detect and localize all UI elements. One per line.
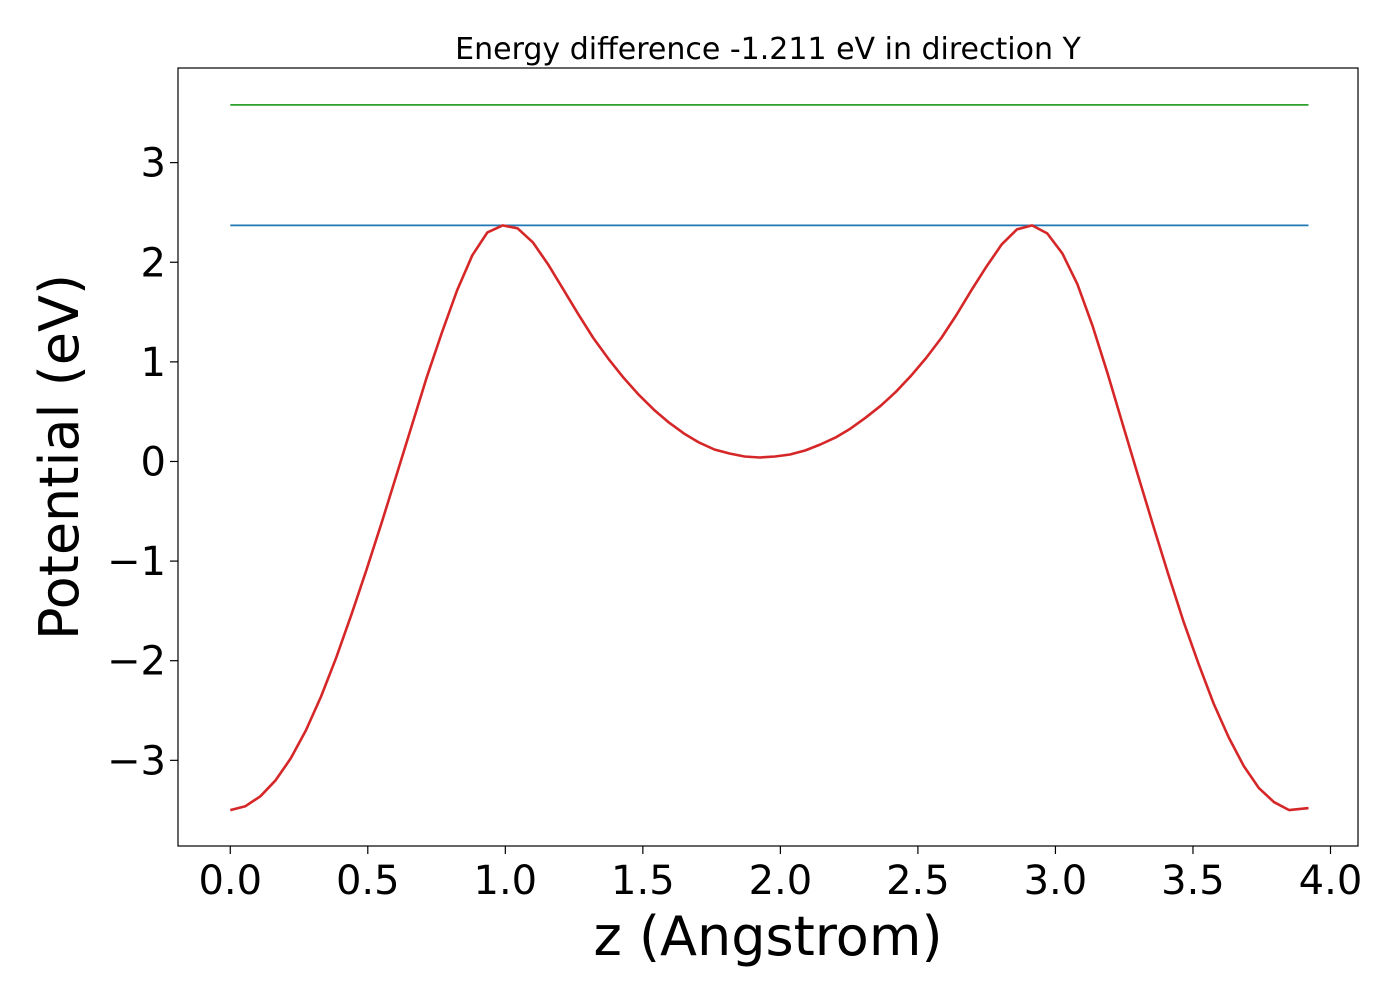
chart-title: Energy difference -1.211 eV in direction… — [455, 32, 1081, 67]
x-tick-label: 0.5 — [336, 858, 400, 904]
y-tick-label: −1 — [107, 539, 166, 585]
series-lines — [229, 104, 1309, 812]
axis-ticks: 0.0 0.5 1.0 1.5 2.0 2.5 3.0 3.5 4.0 −3 −2 −1 0 1 2 3 — [107, 141, 1362, 904]
y-tick-label: 2 — [141, 240, 166, 286]
x-tick-label: 2.0 — [749, 858, 813, 904]
x-tick-label: 1.0 — [474, 858, 538, 904]
y-tick-label: −3 — [107, 738, 166, 784]
x-tick-label: 3.0 — [1024, 858, 1088, 904]
x-tick-label: 1.5 — [611, 858, 675, 904]
y-tick-label: 3 — [141, 141, 166, 187]
y-axis-label: Potential (eV) — [28, 274, 91, 640]
y-tick-label: −2 — [107, 639, 166, 685]
x-tick-label: 2.5 — [886, 858, 950, 904]
x-tick-label: 3.5 — [1161, 858, 1225, 904]
x-axis-label: z (Angstrom) — [593, 905, 942, 968]
y-tick-label: 1 — [141, 340, 166, 386]
plot-frame — [177, 67, 1359, 847]
series-line-2 — [229, 224, 1309, 812]
x-tick-label: 0.0 — [198, 858, 262, 904]
y-tick-label: 0 — [141, 439, 166, 485]
x-tick-label: 4.0 — [1299, 858, 1363, 904]
